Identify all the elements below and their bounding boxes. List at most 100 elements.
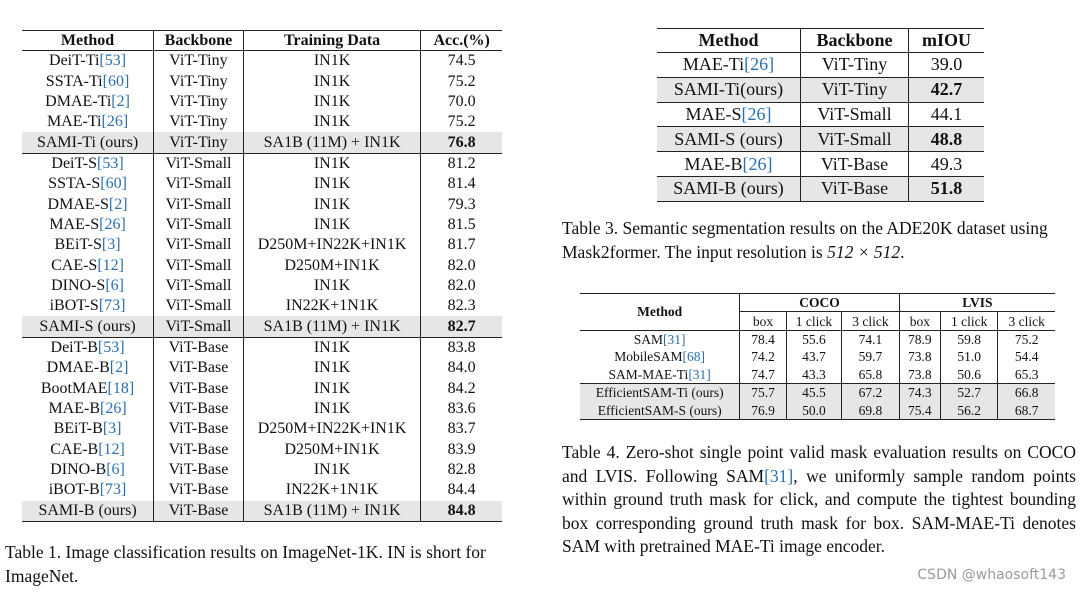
t4-row-value: 56.2: [939, 401, 998, 420]
t4-subheader-coco-3click: 3 click: [841, 311, 900, 331]
table-row: MAE-S[26] ViT-Small IN1K 81.5: [22, 214, 502, 236]
table-row: DeiT-S[53] ViT-Small IN1K 81.2: [22, 152, 502, 175]
t1-header-acc: Acc.(%): [420, 30, 502, 51]
t1-row-method-name: SAMI-Ti (ours): [36, 133, 139, 151]
t1-row-accuracy: 84.2: [420, 378, 502, 399]
t4-row-method-name: EfficientSAM-S (ours): [597, 402, 722, 418]
t1-row-method-cell: MAE-S[26]: [22, 215, 154, 235]
t1-row-backbone: ViT-Base: [153, 459, 244, 481]
t1-row-training-data: IN22K+1N1K: [242, 480, 421, 501]
t1-row-accuracy: 75.2: [420, 112, 502, 133]
t1-row-training-data: D250M+IN1K: [242, 255, 421, 276]
t4-row-value: 67.2: [841, 382, 900, 402]
t1-row-backbone: ViT-Base: [153, 378, 244, 399]
t4-row-value: 66.8: [997, 382, 1055, 402]
t4-row-value: 43.3: [785, 365, 842, 384]
table-3-caption-resolution: 512 × 512: [827, 241, 901, 262]
t1-header-method: Method: [22, 30, 154, 51]
t1-row-training-data: IN1K: [242, 398, 421, 420]
t1-row-accuracy: 76.8: [420, 132, 502, 154]
t3-row-method-name: MAE-S: [685, 103, 742, 124]
t1-row-citation: [3]: [102, 420, 122, 438]
t1-row-training-data: IN1K: [242, 91, 421, 113]
t3-row-backbone: ViT-Base: [800, 176, 909, 202]
t1-row-accuracy: 79.3: [420, 194, 502, 215]
t1-row-training-data: IN1K: [242, 194, 421, 215]
t1-row-method-cell: MAE-Ti[26]: [22, 112, 154, 132]
t1-row-citation: [18]: [107, 379, 135, 397]
t1-row-accuracy: 83.6: [420, 398, 502, 420]
t4-row-citation: [68]: [682, 349, 706, 365]
t4-subheader-lvis-box: box: [898, 311, 941, 331]
t4-row-method-name: SAM: [633, 331, 664, 347]
credit-watermark: CSDN @whaosoft143: [917, 567, 1066, 583]
t3-row-backbone: ViT-Tiny: [800, 77, 909, 103]
t4-row-method-name: EfficientSAM-Ti (ours): [595, 385, 724, 401]
table-row: MAE-Ti[26] ViT-Tiny 39.0: [657, 52, 984, 78]
t4-subheader-lvis-1click: 1 click: [939, 311, 998, 331]
t1-row-training-data: IN1K: [242, 112, 421, 133]
t1-row-method-cell: SSTA-Ti[60]: [22, 71, 154, 91]
t1-row-backbone: ViT-Small: [153, 194, 244, 215]
t1-row-backbone: ViT-Base: [153, 439, 244, 460]
t3-header-method: Method: [657, 28, 801, 53]
t1-row-backbone: ViT-Small: [153, 152, 244, 175]
t1-row-method-name: iBOT-B: [48, 481, 100, 499]
table-row: DeiT-Ti[53] ViT-Tiny IN1K 74.5: [22, 50, 502, 72]
table-row: SSTA-S[60] ViT-Small IN1K 81.4: [22, 174, 502, 195]
t1-row-backbone: ViT-Base: [153, 398, 244, 420]
t1-row-method-name: SAMI-B (ours): [38, 501, 137, 519]
t1-row-training-data: SA1B (11M) + IN1K: [242, 500, 421, 522]
t1-row-training-data: IN1K: [242, 71, 421, 92]
t1-row-accuracy: 74.5: [420, 50, 502, 72]
t3-row-backbone: ViT-Tiny: [800, 52, 909, 78]
t1-row-method-cell: DeiT-Ti[53]: [22, 51, 154, 72]
table-row: DINO-S[6] ViT-Small IN1K 82.0: [22, 275, 502, 297]
t1-row-citation: [6]: [106, 461, 125, 479]
t4-row-value: 69.8: [841, 401, 900, 420]
t1-row-method-name: DMAE-B: [46, 359, 110, 377]
t3-row-method-name: MAE-Ti: [682, 54, 745, 75]
t1-row-method-name: iBOT-S: [49, 297, 99, 315]
table-row: DMAE-Ti[2] ViT-Tiny IN1K 70.0: [22, 91, 502, 113]
t4-row-method-cell: EfficientSAM-Ti (ours): [580, 382, 740, 402]
t1-row-method-name: SSTA-S: [48, 175, 101, 193]
t1-row-method-cell: SAMI-B (ours): [22, 500, 154, 522]
t1-row-method-cell: BEiT-B[3]: [22, 419, 154, 439]
t3-body: MAE-Ti[26] ViT-Tiny 39.0 SAMI-Ti(ours) ViT-T…: [657, 52, 984, 202]
t4-row-value: 68.7: [997, 401, 1055, 420]
t1-row-method-cell: DeiT-S[53]: [22, 152, 154, 175]
t1-row-method-cell: DINO-S[6]: [22, 276, 154, 296]
t3-row-method-cell: SAMI-Ti(ours): [657, 77, 801, 103]
t1-row-citation: [6]: [105, 276, 124, 294]
t1-row-citation: [53]: [99, 52, 127, 70]
t4-body: SAM[31] 78.4 55.6 74.1 78.9 59.8 75.2 MobileSAM…: [580, 330, 1055, 420]
t4-header-coco: COCO: [739, 292, 900, 313]
t1-row-accuracy: 83.7: [420, 419, 502, 440]
t1-row-method-name: DMAE-S: [47, 195, 109, 213]
t1-row-backbone: ViT-Tiny: [153, 112, 244, 133]
t3-row-method-name: MAE-B: [684, 153, 743, 174]
table-row: MAE-B[26] ViT-Base IN1K 83.6: [22, 398, 502, 420]
t1-row-citation: [26]: [101, 113, 129, 131]
t4-row-method-name: SAM-MAE-Ti: [608, 366, 689, 382]
table-row: SSTA-Ti[60] ViT-Tiny IN1K 75.2: [22, 71, 502, 92]
table-row: MAE-S[26] ViT-Small 44.1: [657, 102, 984, 128]
table-row: EfficientSAM-Ti (ours) 75.7 45.5 67.2 74.3 52…: [580, 382, 1055, 402]
t1-row-method-name: CAE-S: [51, 256, 98, 274]
t3-row-method-cell: MAE-Ti[26]: [657, 52, 801, 78]
t4-row-value: 75.2: [997, 330, 1055, 349]
t1-row-training-data: D250M+IN22K+IN1K: [242, 419, 421, 440]
t1-row-method-cell: CAE-B[12]: [22, 440, 154, 460]
t1-row-accuracy: 70.0: [420, 91, 502, 113]
table-row: iBOT-S[73] ViT-Small IN22K+1N1K 82.3: [22, 296, 502, 317]
t1-row-citation: [60]: [100, 175, 127, 193]
t1-row-training-data: D250M+IN22K+IN1K: [242, 235, 421, 256]
t1-row-backbone: ViT-Tiny: [153, 132, 244, 154]
t1-row-training-data: IN1K: [242, 336, 421, 359]
t1-row-accuracy: 75.2: [420, 71, 502, 92]
t1-row-method-name: SAMI-S (ours): [39, 317, 136, 335]
t1-row-method-cell: SAMI-Ti (ours): [22, 132, 154, 154]
table-1-image-classification: Method Backbone Training Data Acc.(%) De…: [22, 30, 502, 522]
t3-row-citation: [26]: [744, 54, 775, 75]
